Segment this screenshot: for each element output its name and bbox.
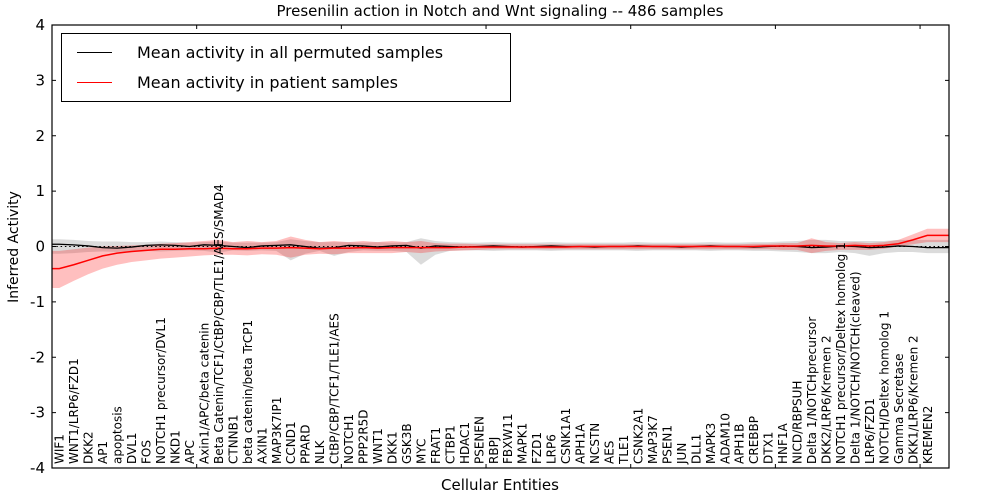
confidence-band-1 — [52, 228, 949, 289]
x-category-label: Axin1/APC/beta catenin — [197, 323, 211, 464]
x-category-label: DKK1 — [385, 431, 399, 464]
x-category-label: FOS — [140, 440, 154, 464]
x-category-label: DKK2/LRP6/Kremen 2 — [820, 335, 834, 464]
chart-title: Presenilin action in Notch and Wnt signa… — [276, 2, 724, 20]
legend: Mean activity in all permuted samples Me… — [61, 33, 511, 102]
x-category-label: TLE1 — [617, 435, 631, 465]
y-tick-label: 1 — [35, 182, 45, 200]
x-category-label: APC — [183, 440, 197, 464]
x-category-label: PSENEN — [472, 416, 486, 464]
x-category-label: NOTCH1 precursor/Deltex homolog 1 — [834, 242, 848, 464]
x-category-label: NLK — [313, 439, 327, 464]
x-category-label: MYC — [414, 439, 428, 464]
x-category-label: DKK1/LRP6/Kremen 2 — [906, 335, 920, 464]
x-category-label: Delta 1/NOTCHprecursor — [805, 317, 819, 464]
x-category-label: FZD1 — [530, 432, 544, 464]
x-category-label: apoptosis — [111, 406, 125, 464]
x-category-label: CSNK1A1 — [559, 408, 573, 464]
y-tick-label: 2 — [35, 127, 45, 145]
x-category-label: PPP2R5D — [357, 409, 371, 464]
legend-label-permuted: Mean activity in all permuted samples — [137, 42, 444, 62]
x-category-label: NKD1 — [168, 430, 182, 464]
x-category-label: CTNNB1 — [226, 414, 240, 464]
x-category-label: MAP3K7IP1 — [270, 397, 284, 464]
legend-entry-permuted: Mean activity in all permuted samples — [62, 37, 510, 67]
y-tick-label: -2 — [30, 348, 45, 366]
x-category-label: MAP3K7 — [646, 415, 660, 464]
x-category-label: HDAC1 — [458, 422, 472, 464]
x-category-label: FBXW11 — [501, 414, 515, 465]
x-category-label: RBPJ — [487, 437, 501, 464]
x-category-label: CCND1 — [284, 421, 298, 464]
x-category-label: CREBBP — [747, 416, 761, 464]
x-category-label: AXIN1 — [255, 427, 269, 464]
x-category-label: KREMEN2 — [921, 406, 935, 464]
x-category-label: LRP6 — [545, 434, 559, 464]
x-category-label: NCSTN — [588, 423, 602, 464]
x-category-label: LRP6/FZD1 — [863, 398, 877, 464]
x-category-label: AP1 — [96, 441, 110, 464]
x-category-label: WIF1 — [53, 434, 67, 464]
x-category-label: CSNK2A1 — [631, 408, 645, 464]
x-category-label: JUN — [675, 443, 689, 465]
x-category-label: NOTCH1 precursor/DVL1 — [154, 317, 168, 464]
y-tick-label: 4 — [35, 16, 45, 34]
legend-label-patient: Mean activity in patient samples — [137, 72, 398, 92]
x-category-label: DVL1 — [125, 432, 139, 464]
y-axis-label: Inferred Activity — [6, 191, 22, 303]
y-tick-label: 3 — [35, 71, 45, 89]
x-category-label: Delta 1/NOTCH/NOTCH(cleaved) — [848, 271, 862, 464]
patient-line-swatch — [77, 81, 112, 83]
x-category-label: NOTCH/Deltex homolog 1 — [877, 311, 891, 464]
permuted-line-swatch — [77, 51, 112, 53]
x-category-label: FRAT1 — [429, 427, 443, 464]
x-axis-label: Cellular Entities — [441, 476, 559, 494]
y-tick-label: -3 — [30, 404, 45, 422]
x-category-label: beta catenin/beta TrCP1 — [241, 320, 255, 464]
x-category-label: APH1B — [733, 424, 747, 464]
x-category-label: DKK2 — [82, 431, 96, 464]
x-category-label: NICD/RBPSUH — [791, 381, 805, 464]
x-category-label: DTX1 — [762, 432, 776, 464]
y-tick-label: 0 — [35, 238, 45, 256]
x-category-label: MAPK1 — [516, 423, 530, 464]
x-category-label: Beta Catenin/TCF1/CtBP/CBP/TLE1/AES/SMAD… — [212, 184, 226, 464]
x-category-label: MAPK3 — [704, 423, 718, 464]
x-category-label: PSEN1 — [660, 425, 674, 464]
x-category-label: AES — [603, 441, 617, 464]
x-category-label: WNT1/LRP6/FZD1 — [67, 358, 81, 464]
y-tick-label: -4 — [30, 459, 45, 477]
x-category-label: HNF1A — [776, 422, 790, 464]
x-category-label: DLL1 — [689, 434, 703, 464]
x-category-label: CtBP/CBP/TCF1/TLE1/AES — [328, 313, 342, 464]
x-category-label: ADAM10 — [718, 413, 732, 464]
x-category-label: Gamma Secretase — [892, 353, 906, 464]
x-category-label: PPARD — [299, 425, 313, 465]
x-category-label: GSK3B — [400, 423, 414, 464]
y-tick-label: -1 — [30, 293, 45, 311]
x-category-label: CTBP1 — [443, 425, 457, 464]
x-category-label: APH1A — [574, 423, 588, 464]
x-category-label: NOTCH1 — [342, 414, 356, 464]
x-category-label: WNT1 — [371, 428, 385, 464]
series-line-1 — [52, 234, 949, 270]
legend-entry-patient: Mean activity in patient samples — [62, 67, 510, 97]
